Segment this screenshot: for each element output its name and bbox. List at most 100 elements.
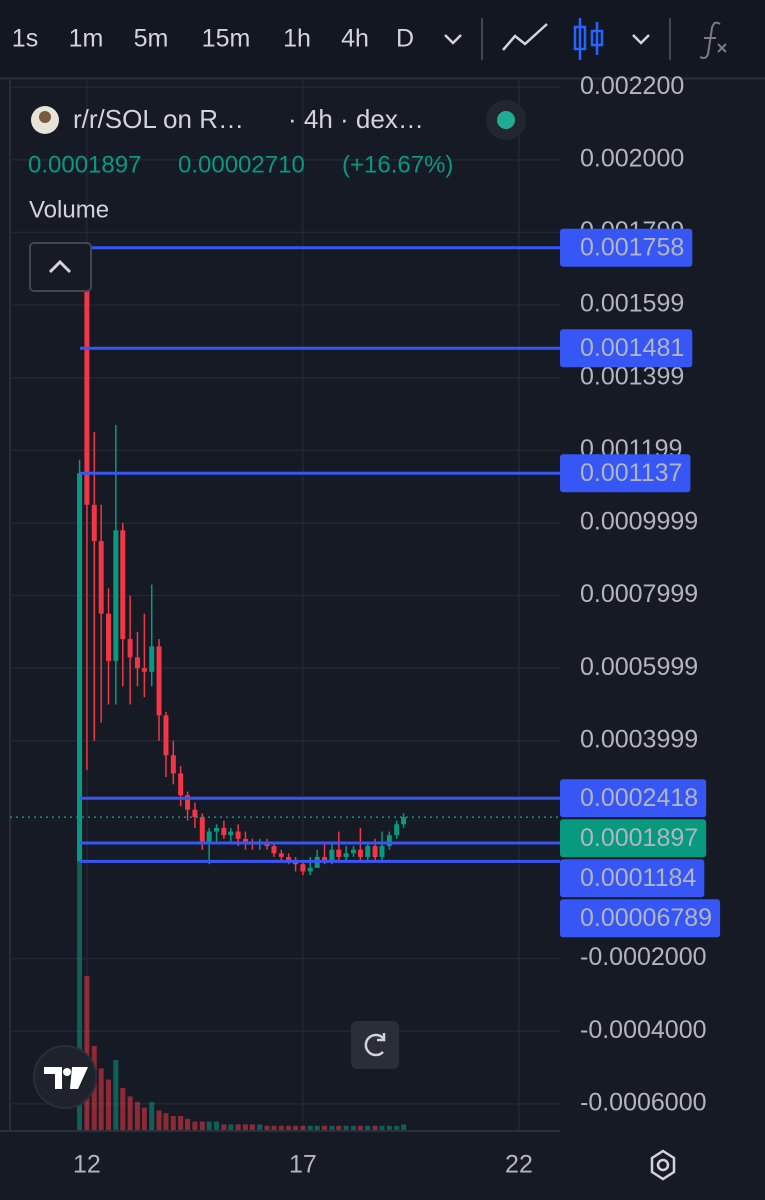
candle-body: [206, 831, 212, 843]
candle-body: [113, 530, 119, 661]
candle-body: [322, 856, 328, 861]
interval-dropdown[interactable]: [444, 34, 462, 45]
last-price: 0.0001897: [28, 151, 141, 178]
candle-body: [278, 853, 284, 857]
volume-bar: [314, 1125, 320, 1130]
volume-bar: [365, 1125, 371, 1130]
candle-body: [178, 773, 184, 796]
pane-label: Volume: [29, 196, 109, 223]
candle-body: [156, 646, 162, 716]
candle-body: [286, 856, 292, 861]
volume-bar: [235, 1124, 241, 1130]
volume-bar: [242, 1124, 248, 1130]
volume-bar: [192, 1121, 198, 1130]
volume-bar: [322, 1125, 328, 1130]
candle-body: [357, 849, 363, 857]
reset-button[interactable]: [351, 1021, 399, 1069]
candle-body: [300, 864, 306, 872]
volume-bar: [106, 1079, 112, 1130]
volume-bar: [386, 1125, 392, 1130]
volume-bar: [228, 1124, 234, 1130]
candle-body: [379, 846, 385, 857]
y-tick-label: 0.002000: [580, 144, 684, 172]
x-tick-label: 17: [289, 1151, 317, 1179]
interval-button[interactable]: 5m: [134, 25, 169, 53]
volume-bar: [214, 1121, 220, 1130]
price-label: 0.0001184: [580, 864, 696, 892]
volume-bar: [271, 1125, 277, 1130]
volume-bar: [264, 1125, 270, 1130]
tv-logo[interactable]: [33, 1045, 97, 1109]
candle-body: [127, 639, 133, 658]
volume-bar: [300, 1125, 306, 1130]
volume-bar: [127, 1096, 133, 1130]
candle-body: [84, 279, 90, 505]
price-label-box: [560, 899, 721, 938]
volume-bar: [307, 1125, 313, 1130]
candle-body: [307, 867, 313, 872]
price-label: 0.001137: [580, 459, 682, 487]
indicators-icon[interactable]: [699, 21, 727, 59]
collapse-button[interactable]: [29, 242, 92, 292]
volume-bar: [141, 1107, 147, 1130]
volume-bar: [178, 1116, 184, 1130]
price-label-box: [560, 859, 705, 898]
volume-bar: [120, 1088, 126, 1130]
y-tick-label: 0.0009999: [580, 508, 698, 536]
candle-body: [149, 646, 155, 672]
volume-bar: [379, 1125, 385, 1130]
price-label: 0.00006789: [580, 904, 712, 932]
interval-button[interactable]: 1s: [12, 25, 38, 53]
volume-bar: [350, 1125, 356, 1130]
price-label: 0.0002418: [580, 784, 698, 812]
symbol[interactable]: r/r/SOL on R…: [73, 104, 244, 134]
candle-body: [386, 835, 392, 847]
candle-body: [228, 831, 234, 836]
volume-bar: [249, 1124, 255, 1130]
interval-button[interactable]: 1h: [283, 25, 311, 53]
x-tick-label: 22: [505, 1151, 533, 1179]
candle-body: [120, 530, 126, 640]
candles: [77, 247, 407, 876]
interval-button[interactable]: 1m: [69, 25, 104, 53]
volume-bar: [199, 1121, 205, 1130]
candle-body: [242, 838, 248, 843]
time-axis: 12 17 22: [73, 1151, 533, 1179]
settings-button[interactable]: [650, 1149, 676, 1181]
x-tick-label: 12: [73, 1151, 101, 1179]
candle-chart-icon[interactable]: [573, 18, 604, 60]
candle-body: [336, 849, 342, 857]
interval-button[interactable]: 4h: [341, 25, 369, 53]
chart-type-dropdown[interactable]: [632, 34, 650, 45]
price-label: 0.001481: [580, 334, 684, 362]
candle-body: [343, 853, 349, 857]
volume-bar: [149, 1102, 155, 1130]
y-tick-label: -0.0004000: [580, 1016, 707, 1044]
change-percent: (+16.67%): [342, 151, 453, 178]
interval-button[interactable]: 15m: [202, 25, 251, 53]
legend: r/r/SOL on R… · 4h · dex… 0.0001897 0.00…: [28, 100, 526, 292]
candle-body: [221, 827, 227, 836]
volume-bar: [293, 1125, 299, 1130]
candle-body: [329, 849, 335, 861]
interval-button[interactable]: D: [396, 25, 414, 53]
volume-bar: [163, 1113, 169, 1130]
candle-body: [163, 715, 169, 756]
candle-body: [350, 849, 356, 854]
volume-bar: [84, 976, 90, 1130]
volume-bar: [286, 1125, 292, 1130]
y-tick-label: 0.0005999: [580, 653, 698, 681]
candle-body: [134, 657, 140, 669]
line-chart-icon[interactable]: [502, 23, 548, 51]
symbol-meta: · 4h · dex…: [288, 104, 424, 134]
volume-bar: [343, 1125, 349, 1130]
candle-body: [185, 795, 191, 810]
toolbar: [0, 0, 765, 78]
volume-bar: [113, 1060, 119, 1130]
volume-bar: [357, 1125, 363, 1130]
y-tick-label: 0.002200: [580, 72, 684, 100]
volume-bar: [156, 1110, 162, 1130]
change: 0.00002710: [178, 151, 305, 178]
